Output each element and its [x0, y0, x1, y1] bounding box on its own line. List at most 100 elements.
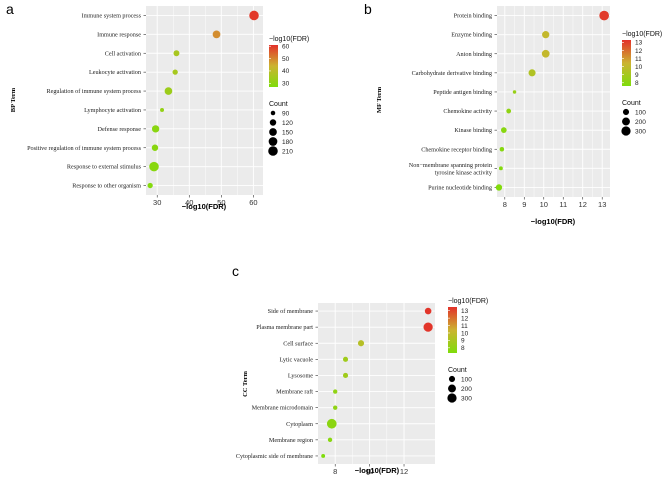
data-point: [498, 166, 503, 171]
legend-size-label: 100: [461, 376, 472, 383]
data-point: [423, 322, 433, 332]
data-point: [151, 144, 159, 151]
data-point: [151, 125, 160, 133]
data-point: [327, 437, 333, 443]
data-point: [212, 30, 221, 39]
legend-size-dot: [447, 393, 457, 403]
data-point: [342, 356, 349, 362]
legend-color-label: 12: [635, 48, 643, 55]
y-tick-label: Purine nucleotide binding: [428, 184, 492, 191]
y-axis-title: BP Term: [10, 87, 17, 112]
panel-c: c Side of membrane Plasma membrane part Cel…: [232, 263, 488, 476]
x-tick-label: 10: [365, 467, 373, 476]
data-point: [500, 127, 507, 133]
y-tick-label: Anion binding: [456, 51, 492, 58]
y-tick-label: Positive regulation of immune system pro…: [27, 145, 142, 152]
panel-letter: b: [364, 1, 372, 17]
legend-size-label: 200: [461, 386, 472, 393]
legend-color-label: 10: [461, 330, 469, 337]
legend-size-label: 300: [461, 395, 472, 402]
y-axis-title: MF Term: [376, 86, 383, 113]
data-point: [424, 307, 432, 315]
data-point: [342, 372, 349, 379]
legend-size-dot: [621, 126, 631, 136]
legend-color-label: 8: [635, 80, 639, 87]
legend-size-dot: [448, 375, 456, 383]
x-tick-label: 12: [400, 467, 408, 476]
y-tick-label: Side of membrane: [268, 308, 314, 315]
legend-color-label: 10: [635, 64, 643, 71]
y-tick-label: Response to external stimulus: [67, 164, 142, 171]
legend-color-label: 60: [282, 44, 290, 51]
y-tick-label: Membrane region: [269, 437, 313, 444]
legend-color: −log10(FDR)60 50 40 30 Count 90 120 150 180 210: [268, 36, 309, 156]
data-point: [333, 389, 338, 394]
panel-letter: a: [6, 1, 14, 17]
x-tick-label: 10: [540, 200, 548, 209]
x-tick-label: 8: [333, 467, 337, 476]
y-tick-label: Membrane raft: [276, 389, 313, 396]
legend-size-label: 120: [282, 120, 293, 127]
data-point: [164, 87, 173, 95]
y-tick-label: Membrane microdomain: [252, 405, 313, 412]
y-tick-label: Kinase binding: [454, 127, 492, 134]
y-tick-label: Defense response: [98, 126, 142, 133]
legend-color-label: 12: [461, 315, 469, 322]
y-tick-label: Cytoplasm: [286, 421, 313, 428]
x-tick-label: 12: [579, 200, 587, 209]
x-tick-label: 11: [559, 200, 567, 209]
panel-letter: c: [232, 263, 239, 279]
panel-a: a Immune system process Immune response Cel…: [6, 1, 309, 211]
legend-colorbar: [448, 307, 457, 353]
y-tick-label: Cell activation: [105, 50, 141, 57]
x-tick-label: 13: [598, 200, 606, 209]
x-tick-label: 40: [185, 198, 193, 207]
x-tick-label: 50: [217, 198, 225, 207]
y-tick-label: Leukocyte activation: [89, 69, 141, 76]
legend-color-label: 30: [282, 81, 290, 88]
legend-color-label: 11: [635, 56, 642, 63]
legend-color-label: 40: [282, 68, 290, 75]
legend-colorbar: [622, 40, 631, 86]
plot-background: [318, 303, 435, 464]
legend-size-title: Count: [448, 367, 467, 374]
data-point: [173, 50, 180, 57]
data-point: [149, 161, 159, 172]
plot-background: [146, 6, 263, 195]
data-point: [512, 90, 517, 94]
legend-size-label: 180: [282, 139, 293, 146]
data-point: [321, 454, 326, 458]
legend-color-title: −log10(FDR): [622, 31, 662, 38]
legend-color-title: −log10(FDR): [269, 36, 309, 43]
data-point: [333, 405, 338, 410]
legend-color-label: 50: [282, 56, 290, 63]
legend-color-label: 13: [461, 308, 469, 315]
y-tick-label: Chemokine receptor binding: [421, 146, 492, 153]
y-tick-label: Response to other organism: [72, 183, 141, 190]
data-point: [147, 182, 153, 189]
y-tick-label: Lytic vacuole: [279, 356, 313, 363]
x-axis-title: −log10(FDR): [182, 202, 227, 211]
y-tick-label: Cell surface: [283, 340, 313, 347]
data-point: [495, 184, 503, 191]
y-tick-label: Protein binding: [454, 13, 492, 20]
y-tick-label: Lysosome: [288, 372, 313, 379]
y-tick-label: Enzyme binding: [451, 32, 492, 39]
data-point: [249, 10, 259, 21]
data-point: [357, 340, 365, 347]
legend-size-label: 200: [635, 119, 646, 126]
data-point: [506, 108, 512, 114]
legend-size-title: Count: [622, 100, 641, 107]
legend-color-label: 9: [461, 338, 465, 345]
legend-size-dot: [268, 146, 278, 156]
data-point: [542, 31, 550, 39]
legend-color-label: 9: [635, 72, 639, 79]
legend-color-label: 11: [461, 323, 468, 330]
x-tick-label: 8: [503, 200, 507, 209]
legend-size-title: Count: [269, 101, 288, 108]
legend-size-label: 210: [282, 148, 293, 155]
legend-color-label: 13: [635, 40, 643, 47]
data-point: [541, 49, 550, 58]
